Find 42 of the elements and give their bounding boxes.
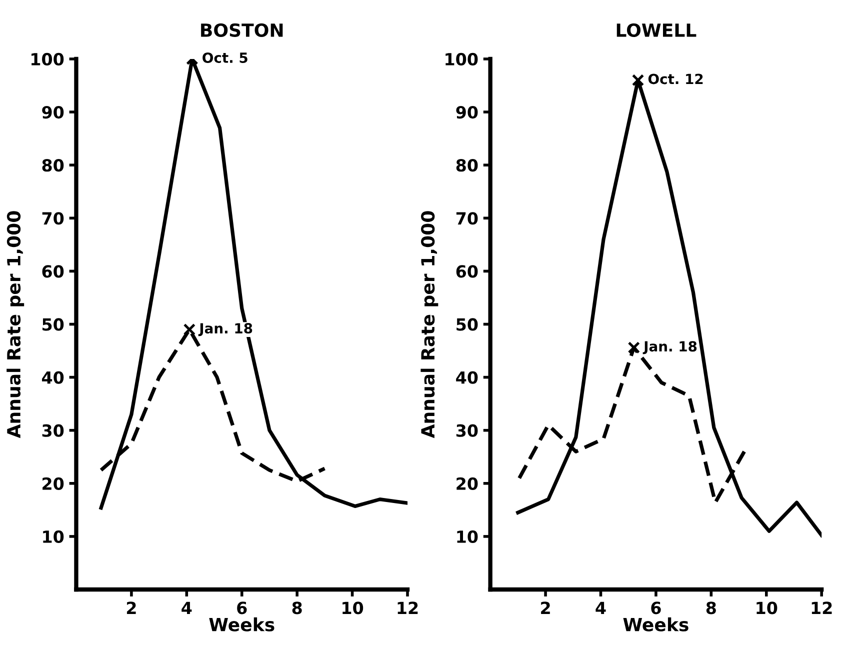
- x-tick-label: 8: [706, 602, 716, 614]
- annotation: Jan. 18: [642, 341, 697, 354]
- y-tick-label: 40: [456, 371, 478, 384]
- y-tick-label: 10: [457, 530, 478, 544]
- y-tick-label: 100: [32, 52, 64, 66]
- y-tick-label: 30: [456, 424, 478, 437]
- x-tick-label: 10: [342, 602, 364, 614]
- x-tick-label: 6: [651, 602, 661, 614]
- annotation: Oct. 5: [202, 52, 248, 63]
- y-axis-title: Annual Rate per 1,000: [420, 211, 438, 438]
- x-tick-label: 2: [126, 602, 136, 614]
- y-tick-label: 70: [42, 212, 64, 225]
- annotation: Jan. 18: [198, 323, 252, 336]
- y-tick-label: 70: [456, 212, 478, 225]
- x-axis-title: Weeks: [209, 617, 274, 632]
- x-tick-label: 4: [596, 602, 606, 614]
- y-tick-label: 50: [42, 318, 64, 331]
- y-axis-title: Annual Rate per 1,000: [6, 211, 24, 438]
- x-axis-title: Weeks: [623, 617, 688, 632]
- x-tick-label: 6: [237, 602, 247, 614]
- y-tick-label: 40: [42, 371, 64, 384]
- annotation: Oct. 12: [648, 74, 703, 84]
- chart-title: BOSTON: [201, 23, 283, 37]
- x-tick-label: 10: [756, 602, 778, 614]
- y-tick-label: 90: [456, 106, 478, 119]
- y-tick-label: 10: [43, 530, 64, 544]
- x-tick-label: 8: [292, 602, 302, 614]
- y-tick-label: 50: [456, 318, 478, 331]
- y-tick-label: 60: [456, 265, 478, 278]
- y-tick-label: 80: [456, 159, 478, 172]
- y-tick-label: 20: [456, 477, 478, 490]
- x-tick-label: 2: [541, 602, 550, 614]
- chart-title: LOWELL: [616, 23, 696, 37]
- y-tick-label: 60: [42, 265, 64, 278]
- x-tick-label: 12: [398, 602, 418, 614]
- y-tick-label: 20: [42, 477, 64, 490]
- y-tick-label: 30: [42, 424, 64, 437]
- y-tick-label: 100: [446, 52, 478, 66]
- y-tick-label: 90: [42, 106, 64, 119]
- x-tick-label: 12: [812, 602, 832, 614]
- y-tick-label: 80: [42, 159, 64, 172]
- x-tick-label: 4: [182, 602, 192, 614]
